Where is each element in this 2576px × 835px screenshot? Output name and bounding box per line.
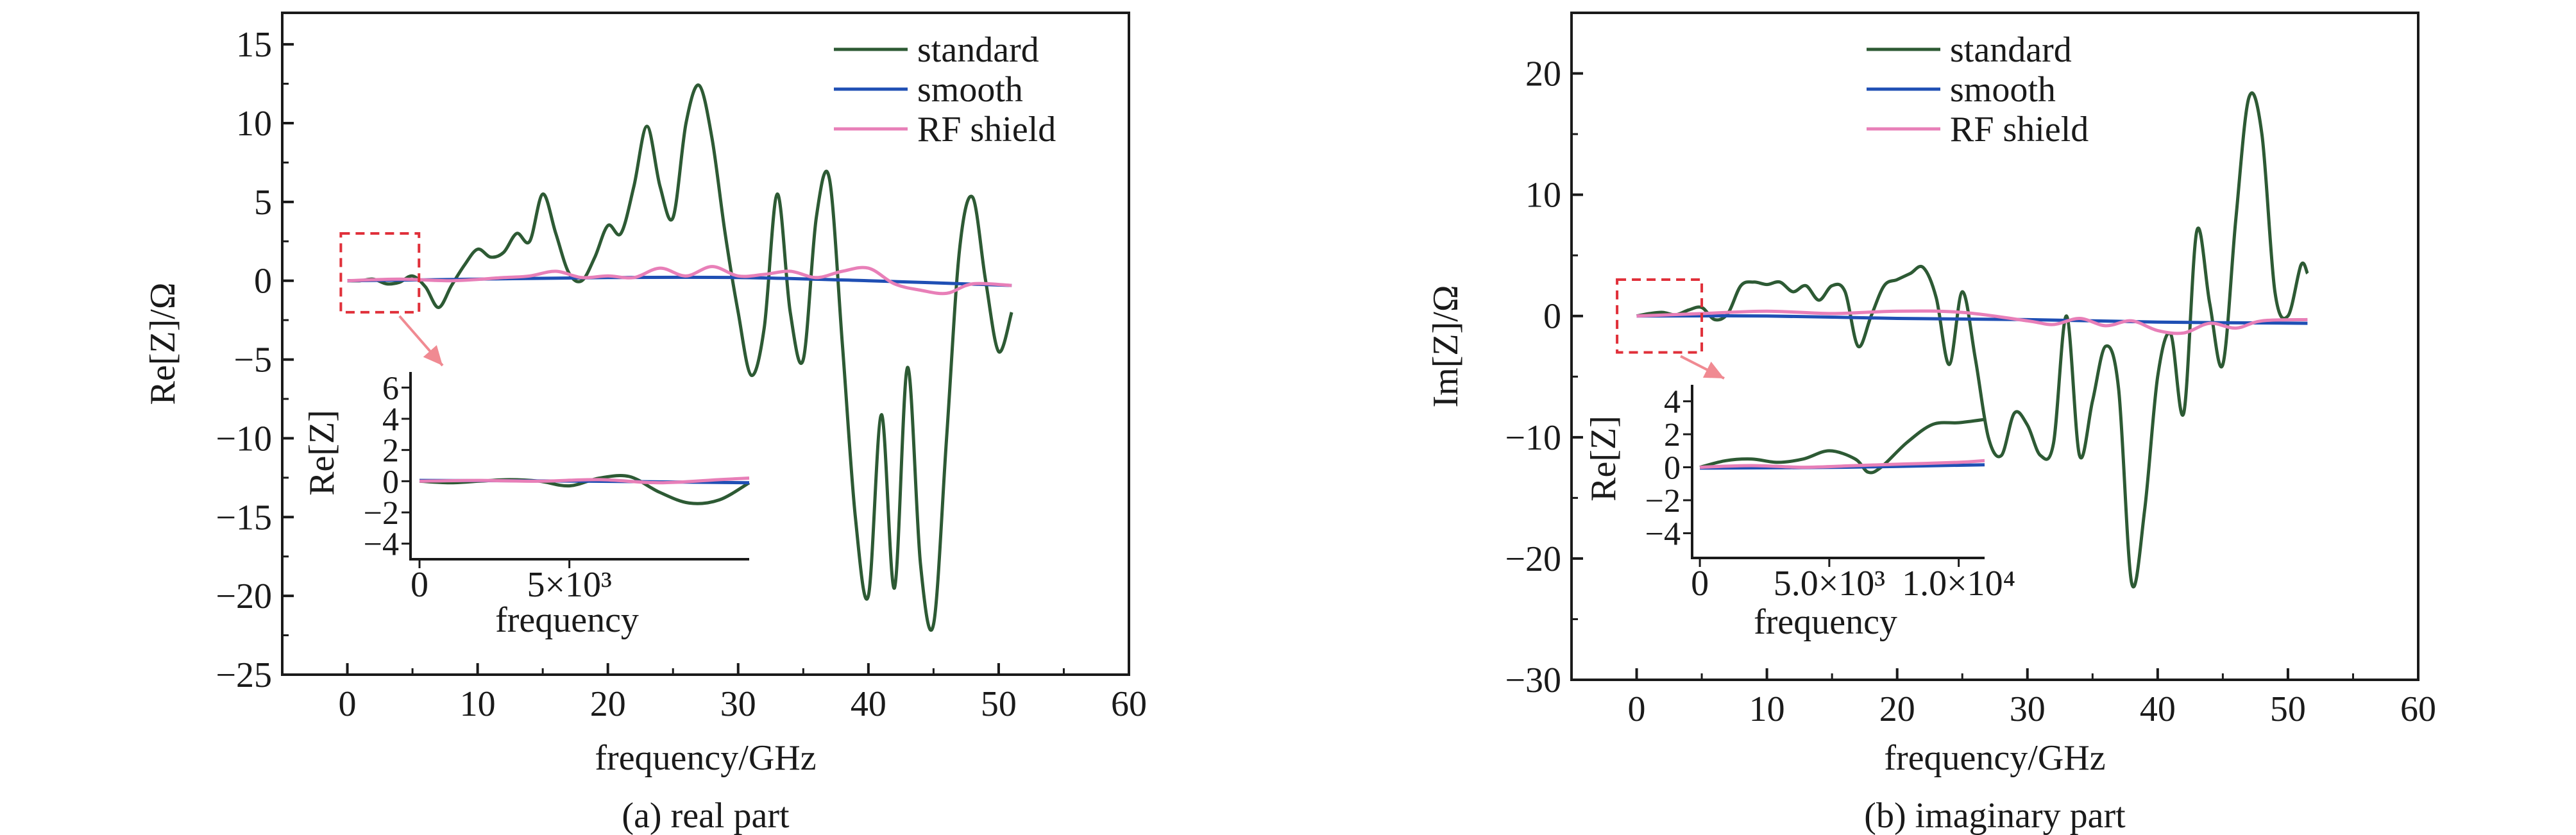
x-axis-label-b: frequency/GHz [1884,738,2105,778]
zoom-arrow-b [1680,355,1725,380]
inset-lines-b [1699,418,1985,475]
inset-y-tick-label: 0 [1664,450,1681,487]
y-tick-label: 10 [236,104,272,144]
y-tick-label: 10 [1525,176,1561,215]
x-axis-ticks-a: 0 10 20 30 40 50 60 [339,663,1147,724]
inset-x-ticks-b: 0 5.0×10³ 1.0×10⁴ [1691,558,2015,603]
caption-a: (a) real part [622,796,790,835]
y-tick-label: −10 [216,419,272,459]
inset-x-label-a: frequency [495,600,639,640]
inset-axes-b [1691,385,1985,559]
inset-x-tick-label: 0 [411,565,428,605]
x-tick-label: 40 [851,684,886,724]
legend-label-smooth: smooth [1950,70,2056,110]
x-tick-label: 10 [460,684,496,724]
inset-y-tick-label: 2 [382,433,399,469]
inset-x-ticks-a: 0 5×10³ [411,559,612,605]
series-lines-b [1636,91,2309,589]
x-tick-label: 20 [1879,689,1915,729]
inset-x-tick-label: 5.0×10³ [1774,564,1885,603]
legend-label-smooth: smooth [917,70,1023,110]
y-axis-ticks-a: −25 −20 −15 −10 −5 0 5 10 15 [216,25,294,695]
inset-y-tick-label: −2 [1645,483,1681,519]
x-tick-label: 40 [2140,689,2176,729]
y-tick-label: −20 [216,577,272,616]
y-tick-label: −15 [216,498,272,537]
y-tick-label: −5 [233,341,272,380]
y-tick-label: −20 [1505,539,1561,579]
x-tick-label: 20 [590,684,626,724]
inset-lines-a [419,474,750,505]
y-tick-label: 5 [254,183,272,223]
x-tick-label: 50 [981,684,1017,724]
inset-x-tick-label: 0 [1691,564,1709,603]
x-axis-label-a: frequency/GHz [595,738,816,778]
x-tick-label: 30 [720,684,756,724]
x-tick-label: 50 [2270,689,2306,729]
y-axis-label-a: Re[Z]/Ω [143,283,183,405]
y-tick-label: 15 [236,25,272,65]
inset-y-label-a: Re[Z] [302,410,342,496]
x-axis-ticks-b: 0 10 20 30 40 50 60 [1628,668,2436,729]
y-tick-label: −10 [1505,418,1561,458]
inset-y-tick-label: 4 [382,401,399,438]
inset-y-tick-label: −2 [364,495,399,532]
inset-line-rf-shield [1700,459,1985,469]
x-tick-label: 60 [1111,684,1147,724]
x-tick-label: 0 [1628,689,1646,729]
inset-y-tick-label: 4 [1664,384,1681,421]
inset-y-tick-label: −4 [1645,516,1681,552]
plot-frame-a [281,12,1130,676]
y-tick-label: 20 [1525,55,1561,94]
inset-axes-a [409,372,749,561]
y-tick-label: 0 [1543,297,1561,337]
x-tick-label: 0 [339,684,357,724]
arrow-head [1702,361,1724,378]
inset-x-tick-label: 1.0×10⁴ [1902,564,2015,603]
inset-y-tick-label: 6 [382,370,399,407]
inset-line-standard [1699,418,1985,475]
inset-line-rf-shield [419,477,750,485]
y-tick-label: 0 [254,262,272,301]
y-axis-label-b: Im[Z]/Ω [1426,285,1466,408]
inset-y-label-b: Re[Z] [1584,416,1623,502]
inset-y-tick-label: −4 [364,527,399,563]
series-line-smooth [1636,314,2308,325]
legend-label-standard: standard [917,30,1039,70]
series-lines-a [347,83,1013,632]
highlight-box-b [1616,278,1704,354]
series-line-standard [1636,91,2309,589]
y-axis-ticks-b: −30 −20 −10 0 10 20 [1505,55,1583,700]
legend-label-standard: standard [1950,30,2072,70]
series-line-rf-shield [1636,309,2308,335]
inset-x-label-b: frequency [1754,602,1897,642]
inset-x-tick-label: 5×10³ [527,565,611,605]
x-tick-label: 60 [2400,689,2436,729]
caption-b: (b) imaginary part [1864,796,2126,835]
plot-frame-b [1570,12,2419,681]
series-line-standard [347,83,1013,632]
inset-y-tick-label: 0 [382,464,399,500]
y-tick-label: −25 [216,655,272,695]
series-line-rf-shield [347,265,1012,296]
x-tick-label: 30 [2010,689,2046,729]
x-tick-label: 10 [1749,689,1785,729]
zoom-arrow-a [398,315,444,367]
legend-label-rf-shield: RF shield [1950,110,2089,149]
arrow-head [423,345,443,366]
inset-y-tick-label: 2 [1664,417,1681,453]
y-tick-label: −30 [1505,661,1561,700]
highlight-box-a [339,232,421,314]
legend-label-rf-shield: RF shield [917,110,1056,149]
